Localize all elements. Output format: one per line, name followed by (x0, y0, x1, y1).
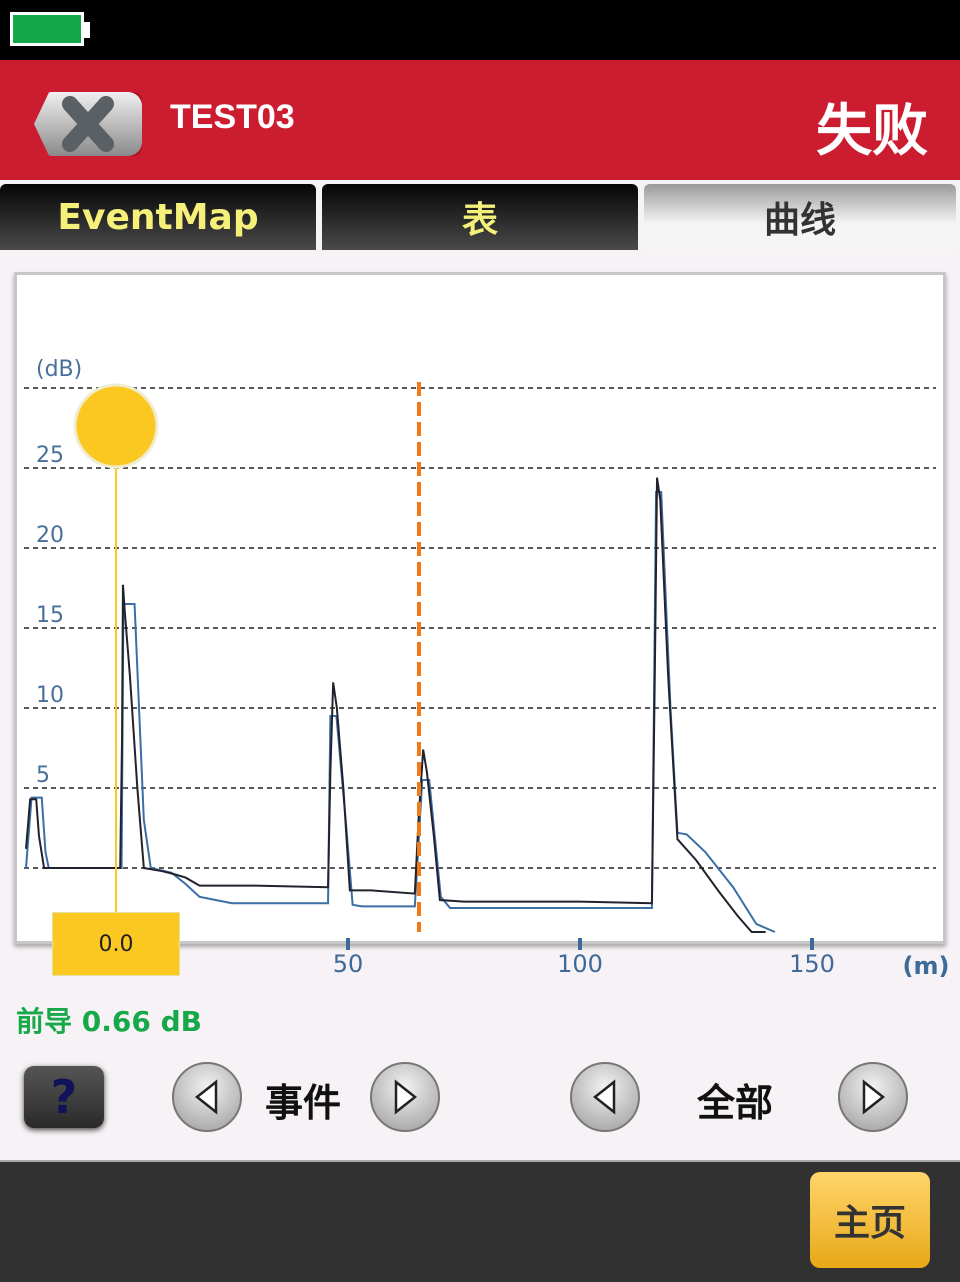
y-tick-label: 20 (36, 523, 64, 548)
y-tick-label: 5 (36, 763, 50, 788)
y-tick-label: 25 (36, 443, 64, 468)
test-title: TEST03 (170, 98, 295, 136)
triangle-right-icon (862, 1079, 886, 1115)
trace-line (24, 477, 766, 933)
result-status: 失败 (816, 99, 928, 164)
all-label: 全部 (697, 1081, 774, 1125)
x-axis-unit: (m) (902, 952, 950, 980)
x-tick-label: 50 (332, 950, 364, 978)
triangle-left-icon (592, 1079, 616, 1115)
cursor-handle[interactable] (73, 383, 159, 469)
tab-curve[interactable]: 曲线 (644, 184, 956, 250)
trace-plot[interactable]: (dB) 5 10 15 20 25 (0, 0, 960, 960)
x-tick-label: 150 (789, 950, 835, 978)
next-event-button[interactable] (370, 1062, 440, 1132)
x-tick-label: 100 (557, 950, 603, 978)
header-bar (0, 60, 960, 180)
tab-table[interactable]: 表 (322, 184, 638, 250)
next-all-button[interactable] (838, 1062, 908, 1132)
lead-loss: 前导 0.66 dB (16, 1005, 202, 1038)
y-axis-unit: (dB) (36, 357, 82, 382)
status-bar (0, 0, 960, 60)
close-icon (62, 96, 114, 152)
triangle-right-icon (394, 1079, 418, 1115)
prev-event-button[interactable] (172, 1062, 242, 1132)
home-button[interactable]: 主页 (810, 1172, 930, 1268)
battery-icon (10, 12, 84, 46)
trace-chart[interactable] (14, 272, 946, 944)
triangle-left-icon (194, 1079, 218, 1115)
cursor-value[interactable]: 0.0 (52, 912, 180, 976)
tab-eventmap[interactable]: EventMap (0, 184, 316, 250)
event-label: 事件 (265, 1081, 342, 1125)
footer-bar (0, 1160, 960, 1282)
close-button[interactable] (34, 92, 142, 156)
battery-tip (84, 22, 90, 38)
y-tick-label: 15 (36, 603, 64, 628)
y-tick-label: 10 (36, 683, 64, 708)
help-button[interactable]: ? (24, 1066, 104, 1128)
prev-all-button[interactable] (570, 1062, 640, 1132)
